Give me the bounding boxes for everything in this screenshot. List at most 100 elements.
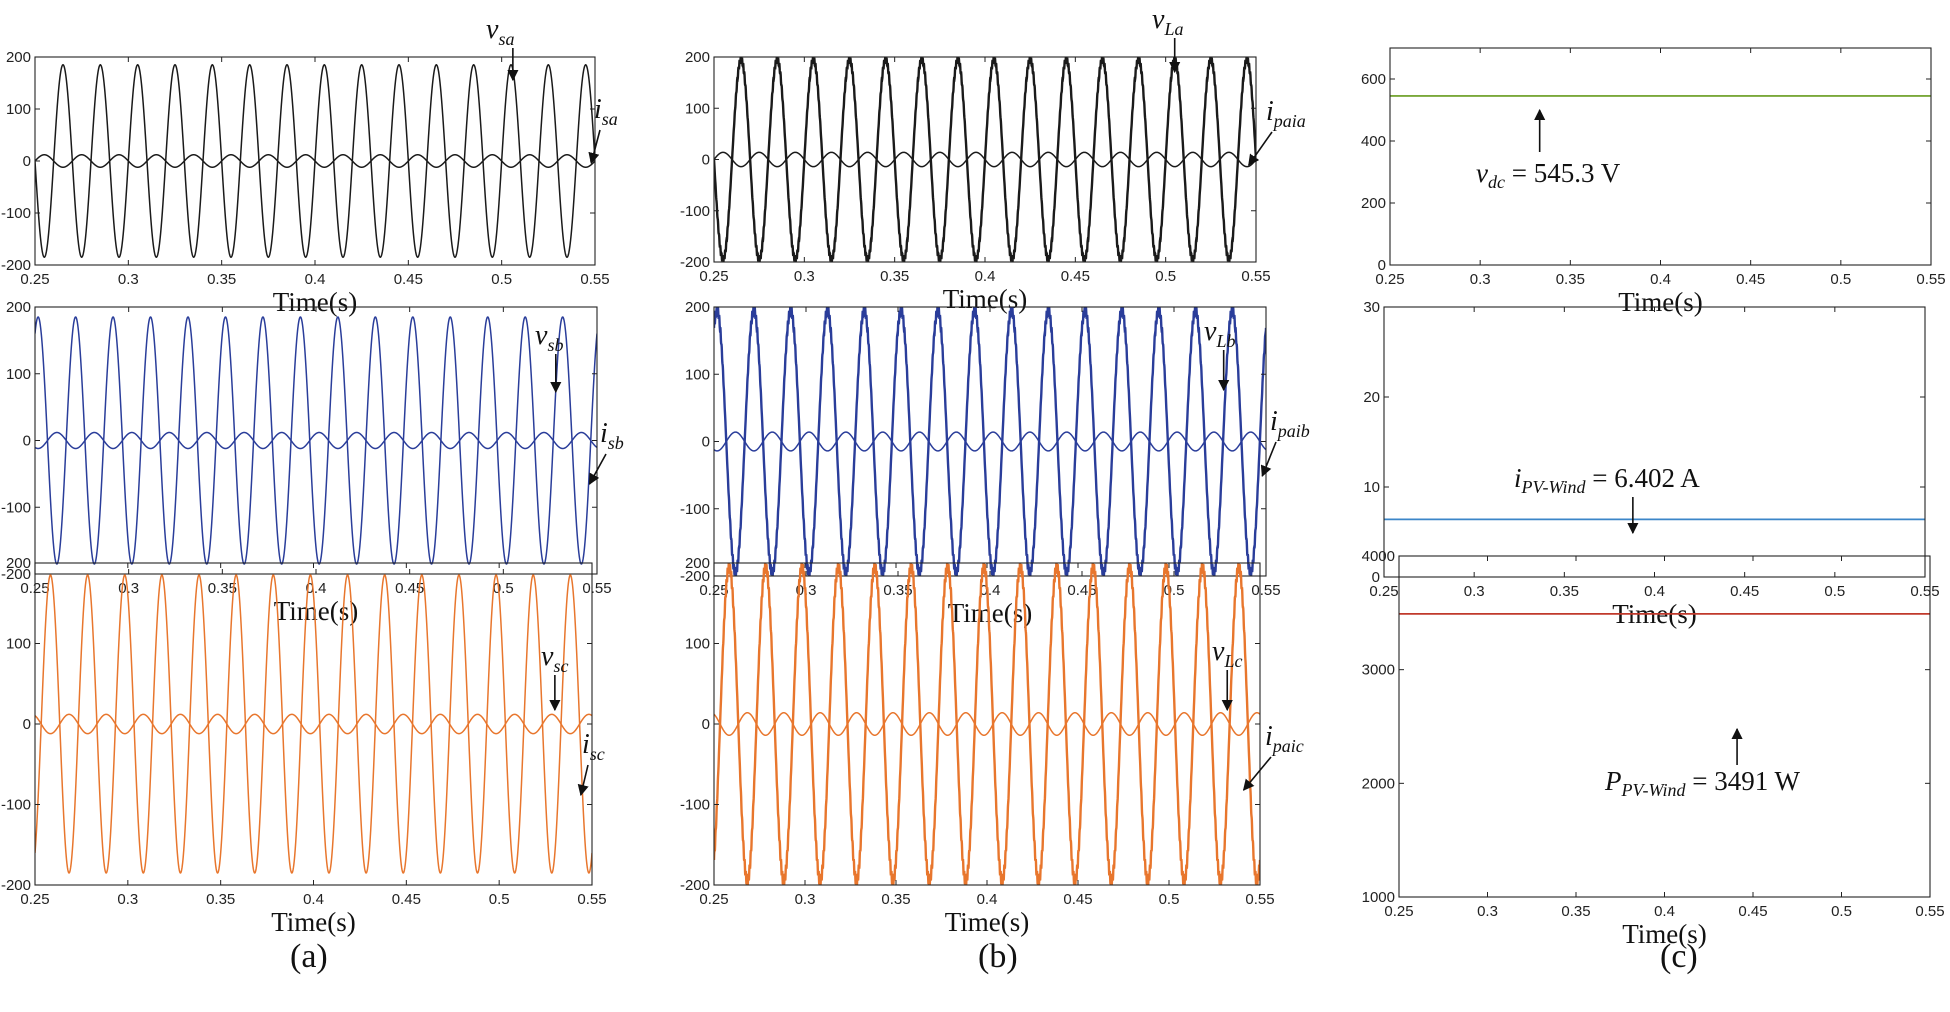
x-tick-label: 0.5 [1830, 271, 1851, 288]
x-tick-label: 0.45 [1738, 903, 1767, 920]
x-tick-label: 0.35 [880, 268, 909, 285]
annotation-label: vLc [1212, 636, 1242, 671]
annotation-label: isb [600, 418, 624, 453]
y-tick-label: -200 [1, 877, 31, 894]
annotation-v-sc: vsc [541, 641, 568, 712]
plot-frame [1389, 47, 1932, 266]
chart-panel-b2: 0.25 0.3 0.35 0.4 0.45 0.5 0.55-200-1000100200… [680, 299, 1310, 628]
x-tick-label: 0.45 [1063, 891, 1092, 908]
x-tick-label: 0.4 [306, 580, 327, 597]
x-tick-label: 0.25 [20, 891, 49, 908]
annotation-arrow [1248, 131, 1273, 166]
y-tick-label: 10 [1363, 479, 1380, 496]
annotation-v-La: vLa [1152, 4, 1183, 74]
x-tick-label: 0.3 [1464, 583, 1485, 600]
y-tick-label: 0 [702, 716, 710, 733]
x-tick-label: 0.55 [1916, 271, 1945, 288]
series-i-paib [714, 431, 1266, 452]
x-tick-label: 0.35 [206, 891, 235, 908]
x-tick-label: 0.3 [117, 891, 138, 908]
y-tick-label: 0 [702, 434, 710, 451]
y-tick-label: -100 [1, 205, 31, 222]
x-tick-label: 0.3 [795, 891, 816, 908]
y-tick-label: -100 [680, 797, 710, 814]
x-tick-label: 0.35 [881, 891, 910, 908]
x-tick-label: 0.55 [1241, 268, 1270, 285]
x-axis-label: Time(s) [273, 287, 358, 317]
x-tick-label: 0.45 [394, 271, 423, 288]
x-tick-label: 0.45 [1730, 583, 1759, 600]
series-i-sc [35, 713, 592, 735]
x-tick-label: 0.25 [1369, 583, 1398, 600]
annotation-label: vdc = 545.3 V [1476, 158, 1621, 192]
annotation-label: vsa [486, 14, 514, 49]
y-tick-label: -200 [680, 568, 710, 585]
plot-frame [1383, 306, 1926, 578]
y-tick-label: 200 [685, 299, 710, 316]
annotation-i-paib: ipaib [1260, 406, 1310, 478]
y-tick-label: 100 [685, 100, 710, 117]
y-tick-label: -100 [680, 203, 710, 220]
plot-frame [713, 306, 1267, 577]
annotation-v-sb: vsb [535, 320, 563, 394]
y-tick-label: 3000 [1362, 662, 1395, 679]
x-tick-label: 0.3 [118, 271, 139, 288]
annotation-i-paia: ipaia [1248, 96, 1306, 166]
series-v-sb [35, 316, 597, 565]
y-tick-label: 100 [6, 101, 31, 118]
x-tick-label: 0.25 [699, 891, 728, 908]
x-tick-label: 0.5 [1831, 903, 1852, 920]
x-tick-label: 0.35 [1550, 583, 1579, 600]
annotation-i-sc: isc [577, 729, 605, 797]
x-axis-label: Time(s) [1618, 287, 1703, 317]
x-axis-label: Time(s) [943, 284, 1028, 314]
series-i-paia [714, 151, 1256, 168]
y-tick-label: 400 [1361, 133, 1386, 150]
annotation-arrow [588, 453, 607, 485]
x-tick-label: 0.4 [977, 891, 998, 908]
series-v-Lc [714, 563, 1260, 885]
chart-panel-c2: 0.25 0.3 0.35 0.4 0.45 0.5 0.550102030Time(s)i… [1363, 299, 1939, 629]
chart-panel-a2: 0.25 0.3 0.35 0.4 0.45 0.5 0.55-200-1000100200… [1, 299, 624, 626]
annotation-label: ipaic [1265, 721, 1304, 756]
chart-panel-c1: 0.25 0.3 0.35 0.4 0.45 0.5 0.55 0 200 400 600 Time(… [1361, 47, 1946, 317]
y-tick-label: 1000 [1362, 889, 1395, 906]
annotation-label: vLb [1204, 316, 1235, 351]
x-tick-label: 0.3 [1470, 271, 1491, 288]
y-tick-label: 20 [1363, 389, 1380, 406]
y-tick-label: 100 [685, 636, 710, 653]
y-tick-label: 30 [1363, 299, 1380, 316]
x-tick-label: 0.35 [208, 580, 237, 597]
x-axis-label: Time(s) [1622, 919, 1707, 949]
annotation-arrow [577, 764, 589, 797]
series-i-sa [35, 154, 595, 168]
x-tick-label: 0.55 [1245, 891, 1274, 908]
y-tick-label: 100 [685, 366, 710, 383]
x-tick-label: 0.25 [699, 268, 728, 285]
x-tick-label: 0.5 [491, 271, 512, 288]
x-axis-label: Time(s) [271, 907, 356, 937]
annotation-arrow [1260, 441, 1277, 478]
x-tick-label: 0.3 [1477, 903, 1498, 920]
y-tick-label: -200 [680, 254, 710, 271]
chart-panel-c3: 0.25 0.3 0.35 0.4 0.45 0.5 0.55 1000 2000 3000 400… [1362, 548, 1945, 949]
series-v-Lb [714, 307, 1266, 576]
x-tick-label: 0.55 [582, 580, 611, 597]
y-tick-label: -200 [1, 566, 31, 583]
annotation-label: vsc [541, 641, 568, 676]
y-tick-label: -100 [1, 797, 31, 814]
x-tick-label: 0.55 [1251, 582, 1280, 599]
series-v-sc [35, 574, 592, 874]
chart-panel-b3: 0.25 0.3 0.35 0.4 0.45 0.5 0.55 -200 -100 0 100 200… [680, 555, 1304, 937]
y-tick-label: 0 [23, 153, 31, 170]
y-tick-label: 100 [6, 636, 31, 653]
chart-panel-b1: 0.25 0.3 0.35 0.4 0.45 0.5 0.55 -200 -100 0 100 200… [680, 4, 1306, 314]
x-tick-label: 0.45 [392, 891, 421, 908]
caption-c: (c) [1660, 938, 1698, 975]
x-tick-label: 0.3 [118, 580, 139, 597]
y-tick-label: 200 [685, 49, 710, 66]
x-tick-label: 0.5 [1164, 582, 1185, 599]
y-tick-label: -100 [1, 499, 31, 516]
x-tick-label: 0.4 [975, 268, 996, 285]
